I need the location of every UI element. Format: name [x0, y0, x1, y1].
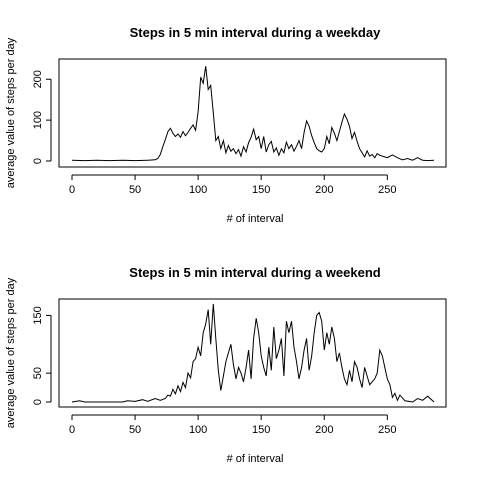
x-tick-label: 0: [69, 424, 75, 436]
x-tick-label: 0: [69, 184, 75, 196]
x-axis: 0 50 100 150 200 250: [69, 414, 397, 436]
x-axis-label: # of interval: [227, 453, 284, 465]
chart-title: Steps in 5 min interval during a weekend: [129, 265, 380, 280]
y-tick-label: 50: [32, 367, 44, 379]
y-axis-label: average value of steps per day: [5, 277, 17, 428]
weekday-panel: Steps in 5 min interval during a weekday…: [5, 25, 447, 225]
x-tick-label: 150: [252, 184, 270, 196]
y-tick-label: 0: [32, 399, 44, 405]
x-tick-label: 200: [315, 424, 333, 436]
weekend-panel: Steps in 5 min interval during a weekend…: [5, 265, 447, 465]
y-tick-label: 100: [32, 111, 44, 129]
data-line: [71, 66, 435, 162]
x-tick-label: 50: [129, 184, 141, 196]
plot-frame: [58, 298, 447, 408]
x-tick-label: 250: [378, 184, 396, 196]
x-tick-label: 50: [129, 424, 141, 436]
x-tick-label: 200: [315, 184, 333, 196]
chart-title: Steps in 5 min interval during a weekday: [130, 25, 381, 40]
y-tick-label: 200: [32, 70, 44, 88]
x-tick-label: 150: [252, 424, 270, 436]
y-axis-label: average value of steps per day: [5, 37, 17, 188]
x-axis: 0 50 100 150 200 250: [69, 174, 397, 196]
data-line: [71, 303, 435, 403]
x-tick-label: 100: [189, 184, 207, 196]
x-axis-label: # of interval: [227, 213, 284, 225]
y-tick-label: 0: [32, 158, 44, 164]
y-axis: 0 50 150: [32, 306, 52, 405]
plot-frame: [58, 58, 447, 168]
y-tick-label: 150: [32, 306, 44, 324]
x-tick-label: 250: [378, 424, 396, 436]
x-tick-label: 100: [189, 424, 207, 436]
y-axis: 0 100 200: [32, 70, 52, 164]
